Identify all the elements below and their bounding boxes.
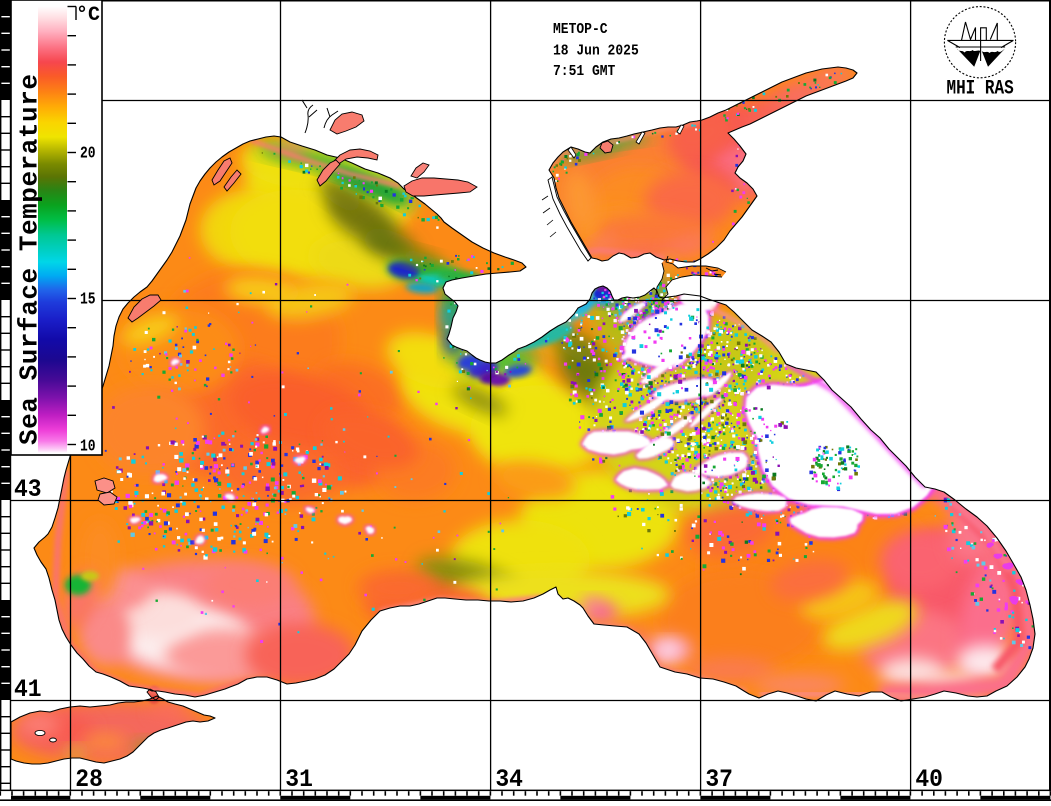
svg-text:10: 10 <box>80 438 96 456</box>
svg-text:18 Jun 2025: 18 Jun 2025 <box>553 43 639 60</box>
svg-text:28: 28 <box>75 766 103 794</box>
svg-text:37: 37 <box>705 766 733 794</box>
svg-text:40: 40 <box>915 766 943 794</box>
svg-text:41: 41 <box>14 676 42 704</box>
svg-text:15: 15 <box>80 291 96 309</box>
svg-text:34: 34 <box>495 766 523 794</box>
svg-text:MHI RAS: MHI RAS <box>947 78 1014 100</box>
svg-text:Sea Surface Temperature: Sea Surface Temperature <box>15 73 45 445</box>
svg-text:°C: °C <box>76 4 100 27</box>
svg-text:43: 43 <box>14 476 42 504</box>
svg-text:20: 20 <box>80 145 96 163</box>
svg-text:7:51 GMT: 7:51 GMT <box>553 63 615 80</box>
svg-text:METOP-C: METOP-C <box>553 21 608 38</box>
svg-text:31: 31 <box>285 766 313 794</box>
